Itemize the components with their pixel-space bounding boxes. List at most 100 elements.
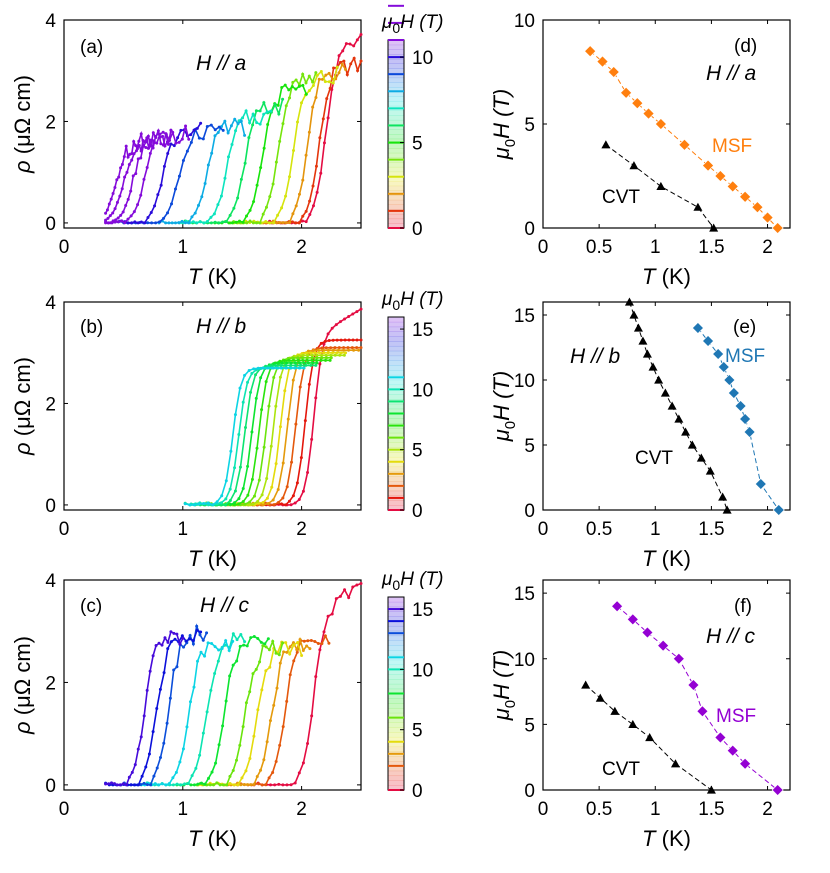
data-point xyxy=(238,219,242,223)
data-point xyxy=(163,636,167,640)
axes-frame xyxy=(542,579,791,791)
data-point xyxy=(173,187,177,191)
data-point xyxy=(337,348,341,352)
data-point xyxy=(281,221,285,225)
series-label: MSF xyxy=(716,706,756,727)
data-point xyxy=(276,213,280,217)
data-point xyxy=(261,366,265,370)
data-point xyxy=(296,356,300,360)
colorbar-title: μ0H (T) xyxy=(381,12,443,36)
data-point xyxy=(281,122,285,126)
data-point xyxy=(246,464,250,468)
data-point xyxy=(248,208,252,212)
data-point xyxy=(270,366,274,370)
data-point xyxy=(199,781,203,785)
data-point xyxy=(359,582,363,586)
data-point xyxy=(161,134,165,138)
data-point xyxy=(166,152,170,156)
y-axis-symbol: ρ xyxy=(10,442,35,456)
colorbar-swatch xyxy=(388,124,404,130)
data-point xyxy=(124,144,128,148)
triangle-marker xyxy=(696,453,706,462)
data-point xyxy=(316,642,320,646)
colorbar-tick-label: 10 xyxy=(412,48,433,69)
data-point xyxy=(191,642,195,646)
data-point xyxy=(124,204,128,208)
data-point xyxy=(259,768,263,772)
x-axis-unit: (K) xyxy=(202,546,237,571)
colorbar-swatch xyxy=(388,143,404,149)
data-point xyxy=(174,141,178,145)
data-point xyxy=(238,465,242,469)
data-point xyxy=(157,641,161,645)
data-point xyxy=(149,210,153,214)
data-point xyxy=(289,503,293,507)
data-point xyxy=(258,122,262,126)
data-point xyxy=(299,363,303,367)
data-point xyxy=(139,132,143,136)
data-point xyxy=(120,187,124,191)
data-point xyxy=(330,326,334,330)
data-point xyxy=(307,89,311,93)
data-point xyxy=(227,221,231,225)
data-point xyxy=(169,128,173,132)
data-point xyxy=(145,136,149,140)
triangle-marker xyxy=(709,223,719,232)
data-point xyxy=(123,221,127,225)
data-point xyxy=(255,446,259,450)
data-point xyxy=(297,771,301,775)
data-point xyxy=(301,83,305,87)
data-point xyxy=(198,753,202,757)
data-point xyxy=(146,221,150,225)
diamond-marker xyxy=(641,626,654,639)
data-point xyxy=(148,151,152,155)
data-point xyxy=(283,389,287,393)
data-point xyxy=(274,462,278,466)
data-point xyxy=(228,487,232,491)
data-point xyxy=(260,493,264,497)
data-point xyxy=(199,630,203,634)
data-point xyxy=(234,220,238,224)
data-point xyxy=(286,417,290,421)
data-point xyxy=(188,637,192,641)
data-point xyxy=(266,502,270,506)
colorbar-tick-label: 15 xyxy=(412,320,433,341)
triangle-marker xyxy=(674,414,684,423)
diamond-marker xyxy=(654,118,667,130)
data-point xyxy=(268,195,272,199)
panel-label: (a) xyxy=(80,37,103,58)
x-axis-label: T (K) xyxy=(188,826,237,851)
data-point xyxy=(275,686,279,690)
data-point xyxy=(333,353,337,357)
data-point xyxy=(217,125,221,129)
data-point xyxy=(269,364,273,368)
data-point xyxy=(252,734,256,738)
data-point xyxy=(259,640,263,644)
colorbar-title: μ0H (T) xyxy=(381,289,443,313)
data-point xyxy=(259,376,263,380)
data-point xyxy=(130,221,134,225)
colorbar-swatch xyxy=(388,746,404,752)
data-point xyxy=(301,356,305,360)
data-point xyxy=(127,162,131,166)
data-point xyxy=(254,373,258,377)
data-point xyxy=(271,770,275,774)
colorbar-swatch xyxy=(388,461,404,468)
diamond-marker xyxy=(726,180,739,193)
y-tick-label: 10 xyxy=(514,11,535,32)
colorbar-swatch xyxy=(388,625,404,632)
data-point xyxy=(262,146,266,150)
x-tick-label: 0 xyxy=(59,799,70,820)
data-point xyxy=(144,146,148,150)
data-point xyxy=(264,380,268,384)
data-point xyxy=(203,654,207,658)
data-point xyxy=(324,73,328,77)
data-point xyxy=(288,652,292,656)
colorbar-swatch xyxy=(388,780,404,786)
data-point xyxy=(284,363,288,367)
data-point xyxy=(244,769,248,773)
colorbar-swatch xyxy=(388,442,404,448)
data-point xyxy=(277,782,281,786)
y-tick-label: 10 xyxy=(514,650,535,671)
